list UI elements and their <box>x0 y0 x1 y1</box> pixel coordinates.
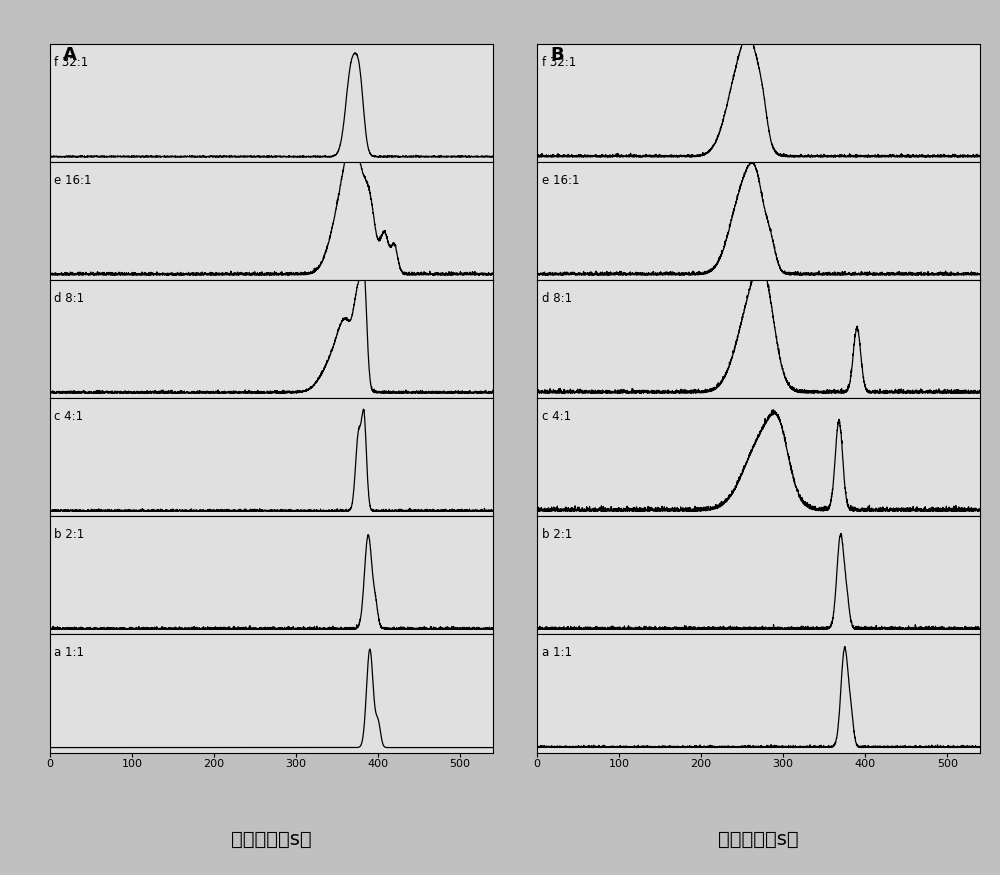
Text: f 32:1: f 32:1 <box>54 55 89 68</box>
Text: d 8:1: d 8:1 <box>54 291 85 304</box>
Text: a 1:1: a 1:1 <box>54 646 84 659</box>
Text: e 16:1: e 16:1 <box>542 173 579 186</box>
Text: d 8:1: d 8:1 <box>542 291 572 304</box>
Text: B: B <box>550 46 564 64</box>
Text: a 1:1: a 1:1 <box>542 646 572 659</box>
Text: e 16:1: e 16:1 <box>54 173 92 186</box>
Text: f 32:1: f 32:1 <box>542 55 576 68</box>
Text: 迁移时间（s）: 迁移时间（s） <box>231 830 312 849</box>
Text: A: A <box>63 46 77 64</box>
Text: c 4:1: c 4:1 <box>54 410 84 423</box>
Text: c 4:1: c 4:1 <box>542 410 571 423</box>
Text: b 2:1: b 2:1 <box>542 528 572 541</box>
Text: 迁移时间（s）: 迁移时间（s） <box>718 830 799 849</box>
Text: b 2:1: b 2:1 <box>54 528 85 541</box>
